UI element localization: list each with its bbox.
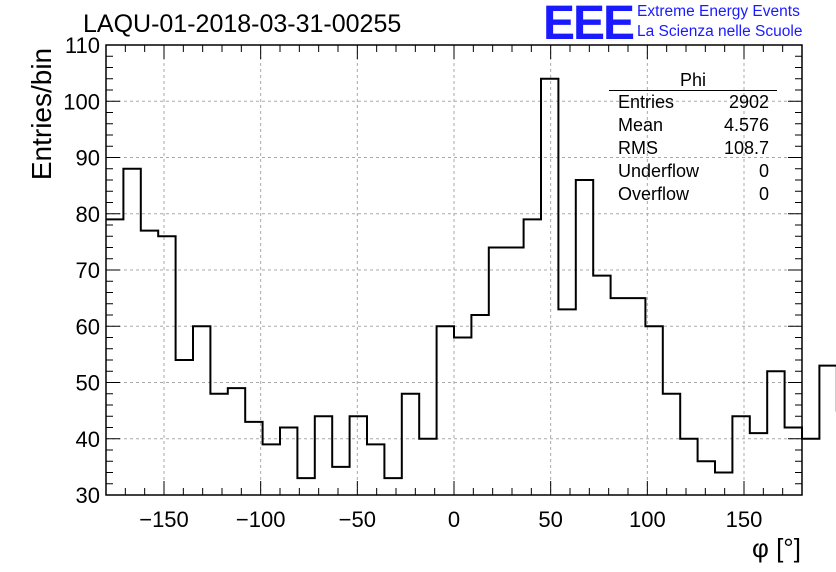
histogram-series (106, 77, 836, 480)
x-tick-label: 50 (538, 507, 562, 532)
y-axis-label: Entries/bin (26, 47, 57, 181)
stats-name: Phi (609, 70, 777, 91)
y-tick-label: 50 (76, 371, 100, 396)
logo-line-1: Extreme Energy Events (637, 3, 800, 20)
stats-value: 0 (758, 161, 769, 181)
stats-row-rms: RMS 108.7 (609, 137, 777, 160)
stats-label: RMS (618, 138, 658, 158)
plot-frame (105, 44, 803, 496)
stats-label: Overflow (618, 184, 690, 204)
stats-box: Phi Entries 2902 Mean 4.576 RMS 108.7 Under… (609, 70, 777, 206)
stats-label: Underflow (618, 161, 700, 181)
stats-row-overflow: Overflow 0 (609, 183, 777, 206)
stats-value: 0 (758, 184, 769, 204)
x-tick-label: 150 (726, 507, 763, 532)
stats-label: Mean (618, 115, 664, 135)
y-tick-label: 80 (76, 202, 100, 227)
x-axis-label: φ [°] (752, 533, 801, 563)
stats-row-mean: Mean 4.576 (609, 114, 777, 137)
logo-line-2: La Scienza nelle Scuole (637, 23, 803, 40)
eee-logo: EEE (543, 0, 635, 50)
x-tick-label: 0 (448, 507, 460, 532)
x-tick-label: 100 (629, 507, 666, 532)
stats-label: Entries (618, 92, 675, 112)
y-tick-label: 110 (65, 33, 100, 58)
stats-value: 2902 (728, 92, 769, 112)
y-tick-label: 90 (76, 146, 100, 171)
x-tick-label: −50 (339, 507, 376, 532)
chart-title: LAQU-01-2018-03-31-00255 (83, 10, 402, 38)
y-tick-label: 70 (76, 258, 100, 283)
x-tick-label: −100 (236, 507, 286, 532)
stats-row-underflow: Underflow 0 (609, 160, 777, 183)
y-tick-label: 60 (76, 314, 100, 339)
y-tick-label: 40 (76, 427, 100, 452)
logo-caption: Extreme Energy Events La Scienza nelle S… (637, 2, 802, 42)
x-tick-label: −150 (139, 507, 189, 532)
stats-value: 108.7 (723, 138, 769, 158)
stats-row-entries: Entries 2902 (609, 91, 777, 114)
stats-value: 4.576 (723, 115, 769, 135)
y-tick-label: 100 (63, 89, 100, 114)
y-tick-label: 30 (76, 483, 100, 508)
